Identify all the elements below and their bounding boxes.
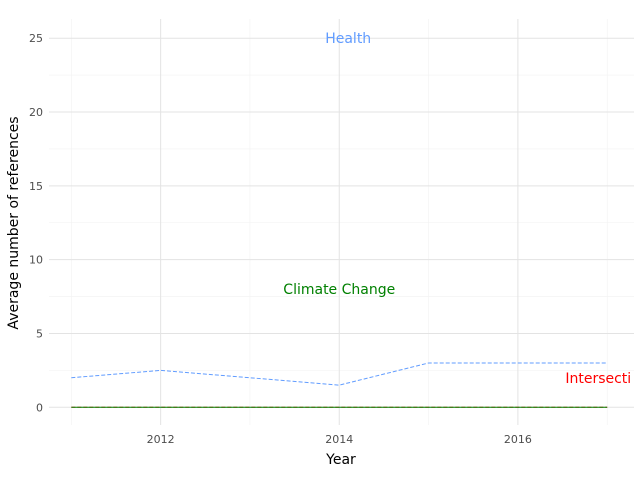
tick-labels: 2012 2014 2016 0 5 10 15 20 25	[29, 32, 532, 446]
series-labels: Health Climate Change Intersecti	[283, 31, 631, 387]
y-tick-label: 20	[29, 106, 43, 119]
grid	[49, 19, 634, 425]
y-tick-label: 10	[29, 254, 43, 267]
series-label-climate-change: Climate Change	[283, 282, 395, 298]
y-tick-label: 5	[36, 327, 43, 340]
x-tick-label: 2012	[147, 433, 175, 446]
series-line-health	[71, 362, 608, 386]
series-label-health: Health	[325, 31, 371, 47]
y-axis-title: Average number of references	[6, 116, 22, 329]
x-tick-label: 2016	[504, 433, 532, 446]
y-tick-label: 0	[36, 401, 43, 414]
series-lines	[71, 362, 608, 408]
y-tick-label: 25	[29, 32, 43, 45]
y-tick-label: 15	[29, 180, 43, 193]
series-label-intersecti: Intersecti	[565, 371, 631, 387]
x-tick-label: 2014	[325, 433, 353, 446]
x-axis-title: Year	[325, 452, 356, 468]
